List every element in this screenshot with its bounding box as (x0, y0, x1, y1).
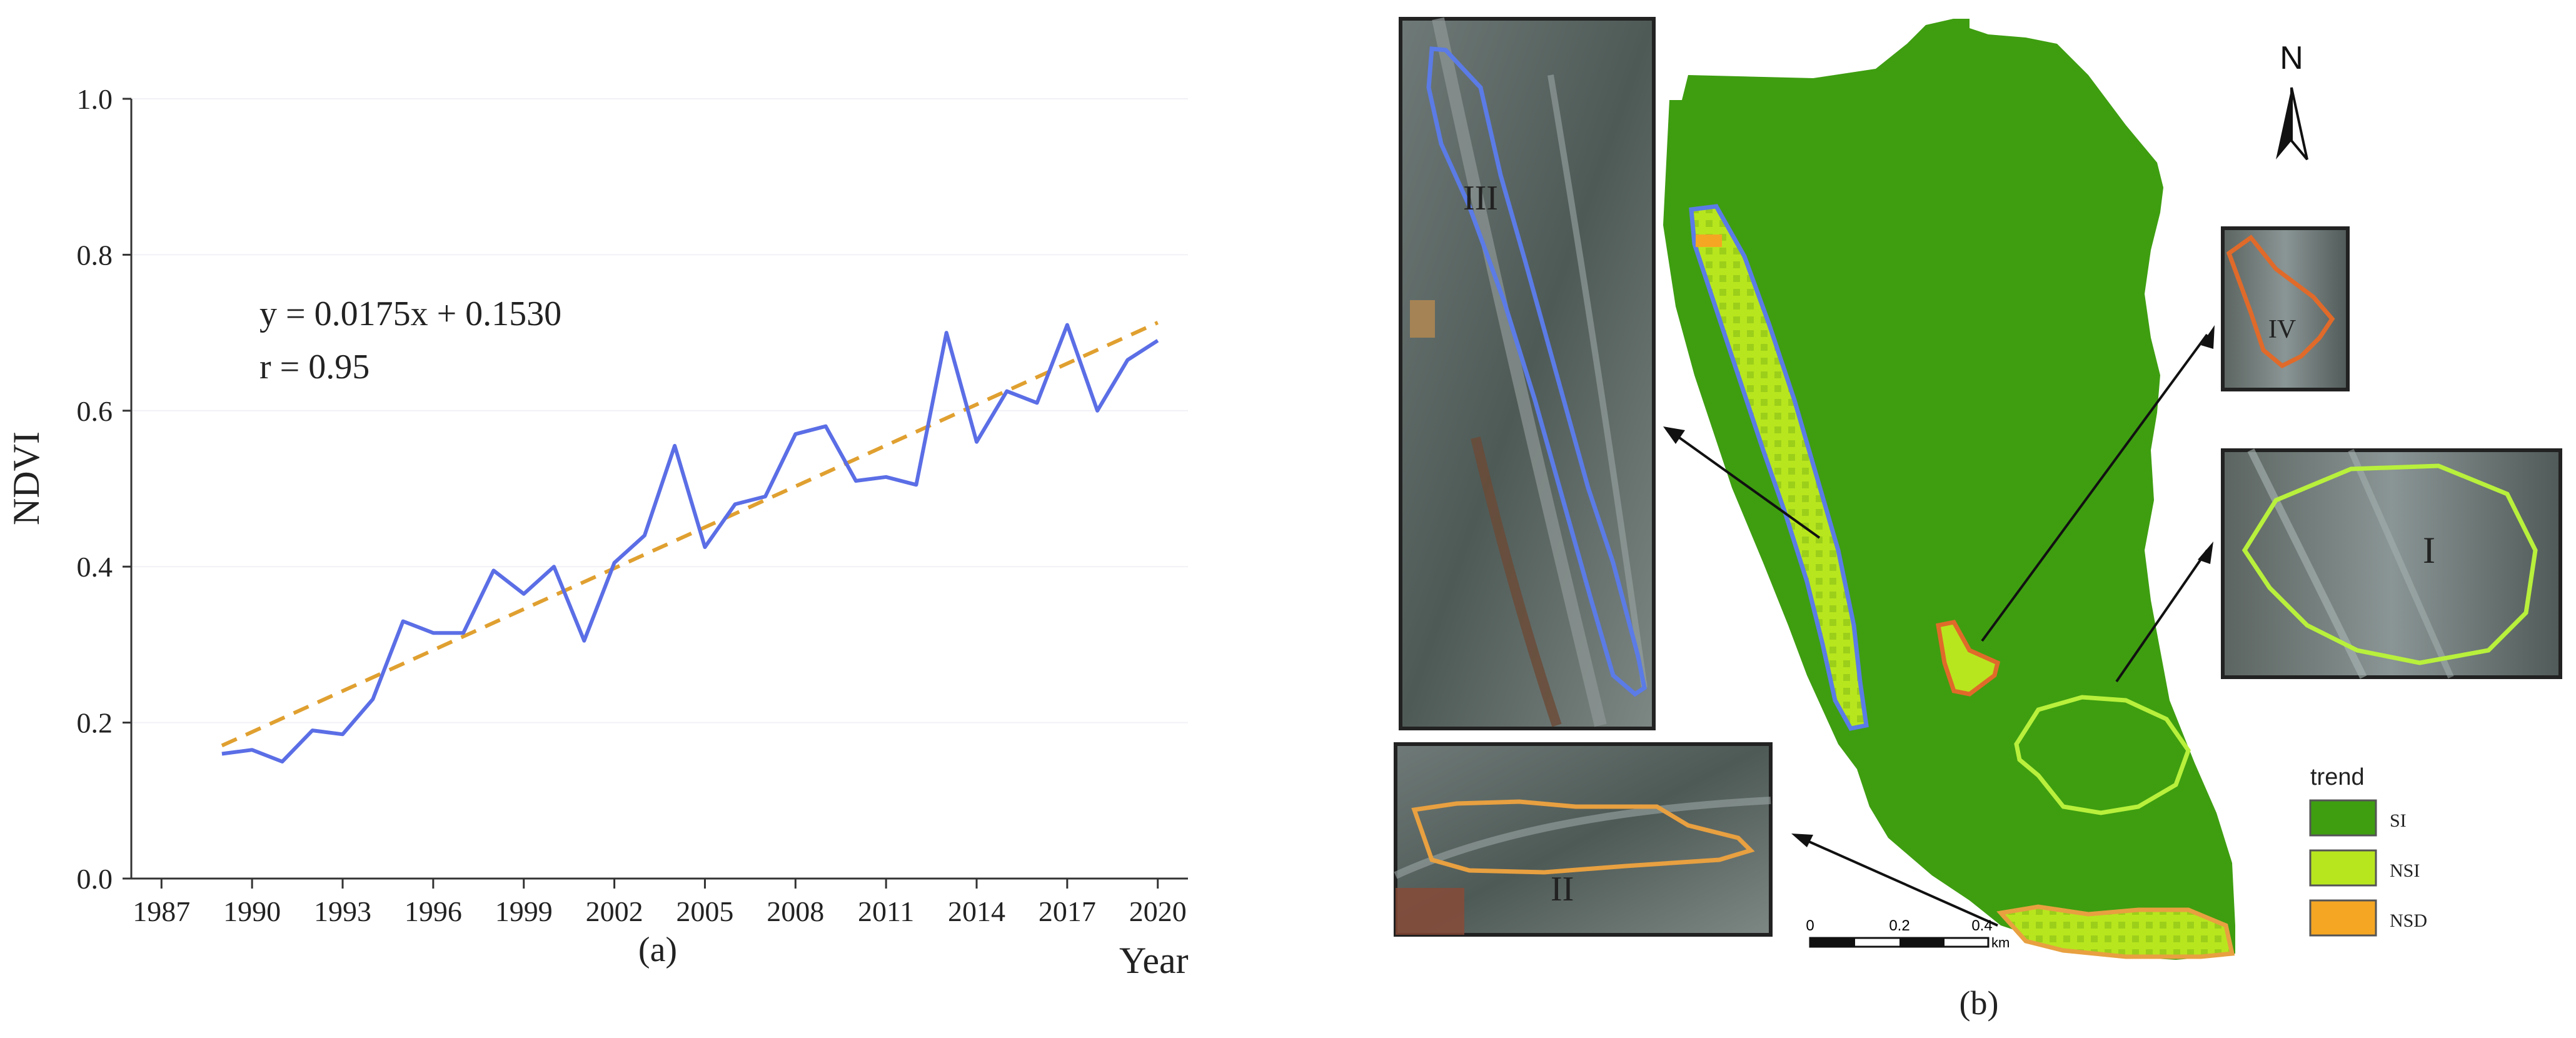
y-tick-label-4: 0.8 (77, 239, 113, 271)
x-tick-label-5: 2002 (586, 895, 643, 927)
x-axis-ticks: 1987 1990 1993 1996 1999 2002 2005 2008 2011 2014… (133, 879, 1187, 927)
series-layer (221, 321, 1159, 763)
trend-series-line (221, 321, 1159, 748)
region-ii-outline (1411, 799, 1755, 875)
inset-region-ii: II (1394, 742, 1773, 937)
legend-title: trend (2310, 764, 2365, 790)
x-tick-label-3: 1996 (405, 895, 462, 927)
equation-annotation: y = 0.0175x + 0.1530 (259, 295, 561, 333)
y-tick-label-1: 0.2 (77, 707, 113, 739)
inset-label-i: I (2423, 530, 2435, 571)
inset-label-ii: II (1551, 870, 1574, 909)
nsi-strip-region-iii (1689, 204, 1869, 731)
nsd-pixel (1696, 234, 1722, 247)
x-tick-label-8: 2011 (858, 895, 914, 927)
inset-label-iii: III (1463, 179, 1498, 218)
legend-swatch-si (2309, 799, 2377, 837)
x-tick-label-9: 2014 (948, 895, 1005, 927)
ndvi-series-line (221, 323, 1159, 763)
scale-tick-2: 0.4 (1971, 917, 1992, 934)
scale-unit: km (1991, 935, 2010, 950)
trend-map-panel: N III IV I (1394, 17, 2562, 1022)
inset-region-i: I (2221, 448, 2562, 679)
legend-swatch-nsd (2309, 899, 2377, 937)
x-tick-label-2: 1993 (314, 895, 371, 927)
ndvi-line-chart: 0.0 0.2 0.4 0.6 0.8 1.0 1987 1990 1993 1996 1999 2… (6, 83, 1189, 981)
scale-tick-1: 0.2 (1889, 917, 1909, 934)
pointer-arrow-iii (1669, 430, 1821, 539)
map-legend: trend SI NSI NSD (2309, 764, 2427, 937)
y-tick-label-3: 0.6 (77, 395, 113, 427)
north-arrow: N (2276, 40, 2308, 161)
legend-label-si: SI (2390, 810, 2407, 831)
nsi-patch-region-iv (1935, 620, 2001, 697)
legend-swatch-nsi (2309, 849, 2377, 887)
region-iv-outline (2226, 234, 2335, 369)
x-tick-label-10: 2017 (1039, 895, 1096, 927)
y-axis-ticks: 0.0 0.2 0.4 0.6 0.8 1.0 (77, 83, 131, 895)
pointer-arrow-iv (1981, 333, 2208, 642)
legend-label-nsi: NSI (2390, 860, 2420, 881)
x-tick-label-11: 2020 (1129, 895, 1187, 927)
y-tick-label-2: 0.4 (77, 551, 113, 583)
x-tick-label-0: 1987 (133, 895, 190, 927)
x-axis-title: Year (1119, 940, 1189, 981)
region-i-inset-outline (2241, 463, 2538, 665)
inset-region-iii: III (1399, 17, 1656, 730)
y-tick-label-5: 1.0 (77, 83, 113, 115)
y-tick-label-0: 0.0 (77, 863, 113, 895)
north-label: N (2280, 40, 2303, 76)
pointer-arrow-ii (1800, 837, 1998, 927)
x-tick-label-1: 1990 (223, 895, 281, 927)
scale-tick-0: 0 (1806, 917, 1814, 934)
inset-label-iv: IV (2268, 315, 2296, 344)
y-axis-title: NDVI (6, 431, 47, 525)
inset-region-iv: IV (2221, 226, 2350, 391)
scale-bar: 0 0.2 0.4 km (1806, 917, 2010, 950)
x-tick-label-7: 2008 (767, 895, 824, 927)
region-i-outline (2014, 695, 2191, 815)
study-area-si (1663, 19, 2235, 960)
panel-label-a: (a) (638, 930, 677, 969)
x-tick-label-6: 2005 (676, 895, 733, 927)
nsi-band-region-ii (1996, 904, 2235, 959)
r-annotation: r = 0.95 (259, 348, 370, 386)
legend-label-nsd: NSD (2390, 910, 2427, 931)
region-iii-outline (1426, 46, 1647, 697)
pointer-arrow-i (2115, 549, 2208, 683)
panel-label-b: (b) (1960, 984, 1999, 1022)
x-tick-label-4: 1999 (495, 895, 553, 927)
